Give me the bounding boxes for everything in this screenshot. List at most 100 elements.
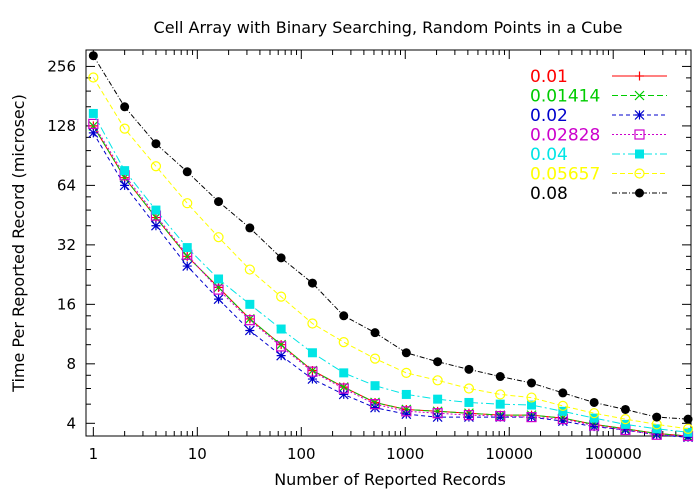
data-point [463, 410, 475, 421]
series-0.01 [88, 121, 693, 441]
legend-label: 0.02 [530, 106, 568, 126]
legend-marker [634, 168, 645, 179]
legend-label: 0.04 [530, 145, 568, 165]
data-point [276, 341, 287, 352]
data-point [558, 406, 568, 416]
data-point [119, 123, 130, 134]
series-line [92, 132, 689, 438]
data-point [527, 378, 537, 388]
series-layer [88, 51, 694, 443]
y-tick-label: 8 [66, 355, 76, 373]
data-point [651, 429, 662, 440]
legend-marker [635, 71, 644, 81]
data-point [495, 372, 505, 382]
data-point [307, 318, 318, 329]
data-point [182, 167, 192, 177]
data-point [214, 197, 224, 207]
data-point [151, 205, 161, 215]
data-point [151, 220, 161, 231]
data-point [213, 232, 224, 243]
data-point [495, 411, 506, 422]
data-point [120, 166, 130, 176]
data-point [213, 282, 224, 293]
data-point [182, 261, 193, 271]
chart-title: Cell Array with Binary Searching, Random… [154, 18, 623, 37]
x-tick-label: 100000 [585, 445, 642, 463]
data-point [339, 368, 349, 378]
data-point [495, 412, 506, 423]
data-point [88, 127, 99, 138]
data-point [244, 264, 255, 275]
x-tick-label: 10 [188, 445, 207, 463]
x-tick-label: 1000 [386, 445, 424, 463]
data-point [620, 414, 631, 425]
data-point [463, 383, 475, 394]
data-point [307, 366, 318, 377]
data-point [432, 375, 443, 386]
data-point [589, 408, 600, 419]
series-line [92, 123, 689, 437]
y-tick-label: 4 [66, 414, 76, 432]
data-point [433, 357, 443, 367]
series-line [92, 77, 689, 430]
x-tick-label: 10000 [485, 445, 533, 463]
data-point [589, 397, 599, 407]
data-point [88, 108, 98, 118]
y-tick-label: 64 [57, 176, 76, 194]
ticks-layer: 1 10 100 1000 10000 100000 4 8 16 32 64 128 256 [47, 50, 691, 463]
data-point [88, 72, 99, 83]
data-point [276, 350, 287, 361]
data-point [276, 324, 286, 334]
data-point [182, 198, 193, 209]
series-0.02 [88, 127, 693, 443]
data-point [682, 423, 694, 434]
data-point [370, 328, 380, 338]
legend-label: 0.01414 [530, 87, 600, 107]
data-point [557, 400, 568, 411]
data-point [213, 284, 224, 295]
data-point [150, 161, 162, 172]
legend-marker [635, 188, 644, 198]
legend-label: 0.08 [530, 184, 568, 204]
series-0.08 [88, 51, 693, 424]
data-point [401, 367, 412, 378]
legend-marker [634, 129, 645, 140]
legend-marker [634, 110, 645, 120]
data-point [683, 432, 693, 443]
data-point [464, 397, 474, 407]
data-point [276, 291, 287, 302]
series-0.01414 [88, 120, 693, 441]
data-point [276, 253, 286, 263]
data-point [369, 353, 381, 364]
data-point [401, 348, 411, 358]
legend-label: 0.01 [530, 67, 568, 87]
data-point [307, 374, 318, 384]
data-point [338, 389, 349, 400]
data-point [151, 139, 161, 149]
data-point [213, 294, 224, 305]
data-point [527, 400, 537, 410]
data-point [620, 404, 630, 414]
data-point [339, 311, 349, 321]
data-point [432, 408, 443, 419]
data-point [620, 419, 630, 429]
data-point [401, 406, 412, 417]
data-point [526, 392, 537, 403]
data-point [214, 274, 224, 284]
legend-marker [634, 90, 645, 101]
series-line [92, 125, 689, 437]
legend-label: 0.05657 [530, 165, 600, 185]
data-point [245, 299, 255, 309]
data-point [589, 421, 600, 432]
y-tick-label: 128 [47, 117, 76, 135]
data-point [88, 118, 99, 130]
data-point [652, 412, 662, 422]
data-point [119, 180, 130, 191]
data-point [464, 364, 474, 374]
x-tick-label: 1 [89, 445, 99, 463]
data-point [338, 337, 349, 348]
data-point [464, 412, 474, 423]
y-tick-label: 32 [57, 236, 76, 254]
data-point [307, 348, 317, 358]
